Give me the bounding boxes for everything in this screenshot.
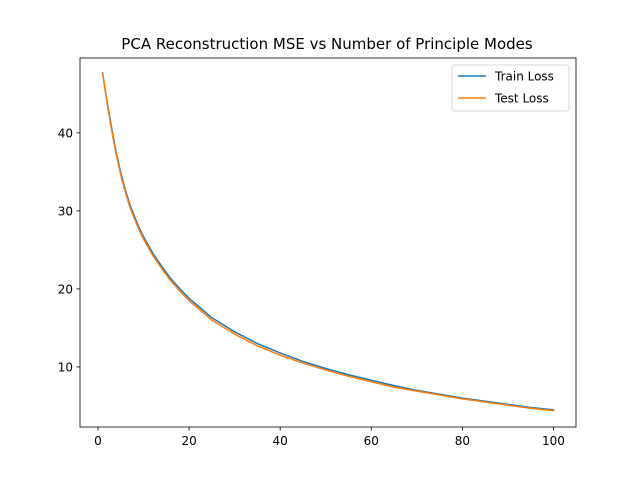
x-tick-label: 40 (273, 434, 288, 448)
y-tick-label: 20 (58, 282, 73, 296)
x-tick-label: 20 (181, 434, 196, 448)
series-line-test-loss (101, 72, 555, 412)
x-tick-label: 100 (542, 434, 565, 448)
plot-area: 0 20 40 60 80 100 10 20 30 40 Train Loss Test Loss (58, 57, 577, 448)
axes-frame (79, 57, 577, 428)
chart-title: PCA Reconstruction MSE vs Number of Prin… (121, 35, 533, 53)
x-tick-label: 0 (94, 434, 102, 448)
y-tick-label: 30 (58, 204, 73, 218)
y-tick-label: 10 (58, 360, 73, 374)
x-tick-label: 60 (364, 434, 379, 448)
legend-label-train-loss: Train Loss (494, 70, 554, 84)
legend-label-test-loss: Test Loss (494, 92, 549, 106)
x-tick-label: 80 (455, 434, 470, 448)
y-tick-label: 40 (58, 126, 73, 140)
